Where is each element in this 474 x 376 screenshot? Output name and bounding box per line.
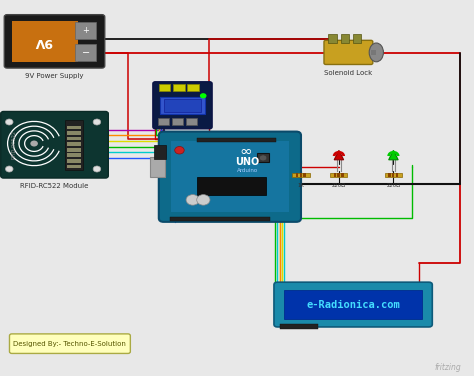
Bar (340, 35, 349, 42)
Bar (341, 173, 344, 177)
Bar (160, 97, 205, 114)
FancyBboxPatch shape (153, 82, 212, 129)
Bar (75, 22, 96, 39)
Circle shape (93, 119, 101, 125)
Text: Designed By:- Techno-E-Solution: Designed By:- Techno-E-Solution (13, 341, 127, 347)
FancyBboxPatch shape (159, 132, 301, 222)
Bar (67, 165, 81, 168)
Text: 220Ω: 220Ω (332, 183, 346, 188)
Bar (64, 120, 83, 170)
Circle shape (93, 166, 101, 172)
Circle shape (186, 195, 200, 205)
Circle shape (197, 195, 210, 205)
Bar (328, 35, 337, 42)
Bar (371, 50, 376, 55)
Polygon shape (334, 150, 344, 160)
Bar (67, 126, 81, 129)
Bar (172, 118, 183, 125)
Bar (164, 99, 201, 112)
Bar (67, 131, 81, 135)
Bar (330, 173, 347, 177)
Circle shape (30, 141, 38, 147)
Bar (303, 173, 306, 177)
Text: ∞: ∞ (239, 144, 252, 159)
Bar (157, 118, 169, 125)
Text: Solenoid Lock: Solenoid Lock (324, 70, 373, 76)
Bar (257, 153, 269, 162)
Text: fritzing: fritzing (435, 363, 461, 372)
Bar (67, 153, 81, 157)
FancyBboxPatch shape (274, 282, 432, 327)
Circle shape (200, 93, 207, 99)
FancyBboxPatch shape (9, 334, 130, 353)
Polygon shape (389, 150, 398, 160)
Text: +: + (82, 26, 89, 35)
Text: RFID-RC522 Module: RFID-RC522 Module (20, 183, 89, 188)
Bar (337, 173, 340, 177)
Text: 9V: 9V (34, 35, 52, 48)
Bar (67, 159, 81, 163)
Bar (385, 173, 402, 177)
Circle shape (175, 147, 184, 154)
Bar (280, 323, 318, 329)
Circle shape (6, 119, 13, 125)
Circle shape (6, 166, 13, 172)
Bar (170, 217, 270, 221)
Bar (197, 138, 276, 142)
Bar (67, 137, 81, 140)
Text: RFID-RC522: RFID-RC522 (11, 130, 16, 159)
Bar (396, 173, 398, 177)
Bar (353, 35, 361, 42)
Bar (292, 173, 310, 177)
Bar (392, 173, 394, 177)
Bar (300, 173, 302, 177)
Bar (284, 290, 422, 318)
Bar (150, 157, 165, 177)
Bar (388, 173, 391, 177)
Text: 1K: 1K (298, 183, 304, 188)
Bar (188, 84, 199, 91)
Bar (296, 173, 298, 177)
Text: Arduino: Arduino (237, 168, 258, 173)
FancyBboxPatch shape (324, 40, 373, 65)
FancyBboxPatch shape (1, 111, 108, 178)
Bar (154, 146, 166, 159)
Text: 9V Power Supply: 9V Power Supply (25, 73, 84, 79)
Text: −: − (82, 48, 90, 58)
Bar (159, 84, 171, 91)
Bar (67, 142, 81, 146)
Bar (67, 148, 81, 152)
FancyBboxPatch shape (4, 15, 105, 68)
Text: e-Radionica.com: e-Radionica.com (306, 300, 400, 309)
Bar (197, 177, 266, 195)
Circle shape (259, 155, 267, 161)
Ellipse shape (369, 43, 383, 62)
Bar (173, 84, 185, 91)
Bar (12, 21, 78, 62)
Text: UNO: UNO (235, 157, 259, 167)
Bar (75, 44, 96, 61)
Bar (171, 141, 289, 212)
Bar (334, 173, 336, 177)
Text: 220Ω: 220Ω (386, 183, 401, 188)
Bar (186, 118, 197, 125)
